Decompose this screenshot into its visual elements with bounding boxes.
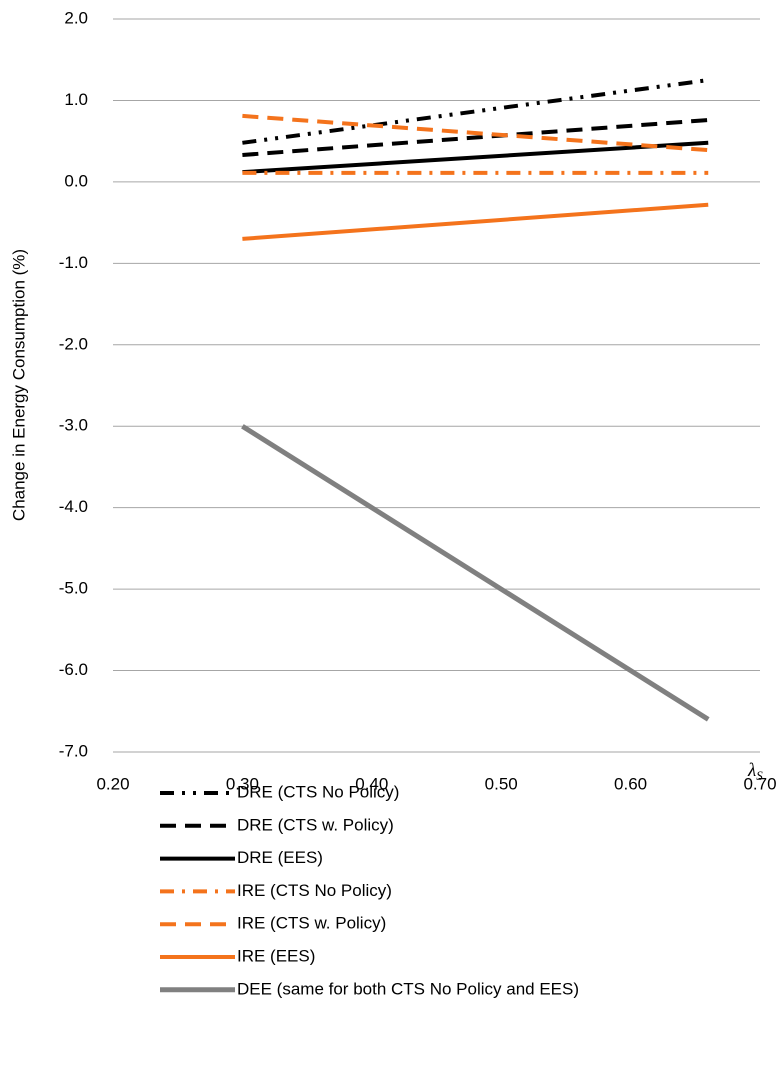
y-tick-label: -3.0	[59, 416, 88, 435]
legend-label: DEE (same for both CTS No Policy and EES…	[237, 979, 579, 998]
x-tick-label: 0.70	[743, 774, 776, 793]
series-line	[242, 140, 709, 175]
x-tick-label: 0.40	[355, 774, 388, 793]
series-line	[242, 113, 709, 153]
y-tick-label: -4.0	[59, 497, 88, 516]
y-tick-label: -7.0	[59, 741, 88, 760]
series-line	[242, 117, 709, 158]
y-tick-label: 2.0	[64, 8, 88, 27]
x-tick-label: 0.30	[226, 774, 259, 793]
legend-label: IRE (CTS No Policy)	[237, 881, 392, 900]
legend-label: IRE (CTS w. Policy)	[237, 914, 386, 933]
legend-label: DRE (EES)	[237, 848, 323, 867]
x-label-subscript: S	[756, 768, 763, 783]
y-tick-label: -2.0	[59, 334, 88, 353]
legend-label: DRE (CTS No Policy)	[237, 782, 399, 801]
y-tick-label: 0.0	[64, 171, 88, 190]
x-tick-label: 0.20	[96, 774, 129, 793]
x-label-symbol: λ	[747, 760, 756, 781]
series-line	[242, 202, 709, 241]
y-tick-label: -6.0	[59, 660, 88, 679]
series-line	[242, 78, 709, 145]
series-line	[241, 424, 710, 722]
legend-label: IRE (EES)	[237, 946, 315, 965]
x-tick-label: 0.50	[485, 774, 518, 793]
y-tick-label: 1.0	[64, 90, 88, 109]
y-tick-label: -5.0	[59, 579, 88, 598]
x-tick-label: 0.60	[614, 774, 647, 793]
legend-label: DRE (CTS w. Policy)	[237, 815, 394, 834]
y-tick-label: -1.0	[59, 253, 88, 272]
y-axis-label: Change in Energy Consumption (%)	[9, 249, 28, 521]
x-axis-label: λS	[747, 760, 763, 783]
